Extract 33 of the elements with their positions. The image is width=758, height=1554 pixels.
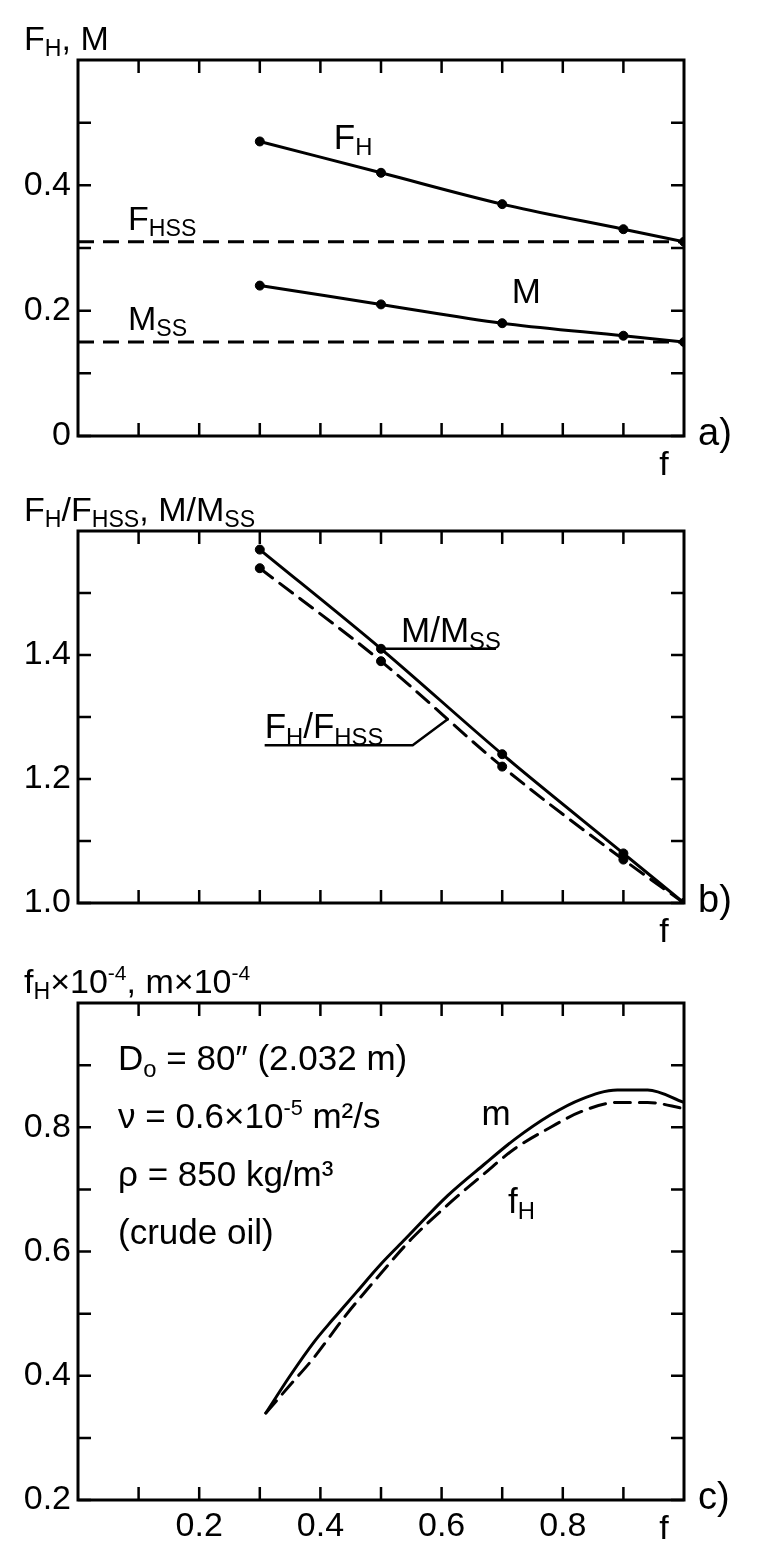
annotation: (crude oil) [118, 1212, 274, 1251]
series-label: m [481, 1092, 511, 1132]
text: b) [698, 878, 732, 920]
series-label: M [511, 270, 542, 310]
x-axis-title: f [659, 1508, 669, 1546]
y-tick-label: 0.2 [23, 1478, 71, 1517]
series-label: F$_{H}$ [333, 116, 373, 160]
annotation: ρ = 850 kg/m³ [118, 1154, 334, 1193]
y-tick-label: 1.4 [23, 633, 71, 672]
series-label: f$_{H}$ [508, 1180, 536, 1224]
x-axis-title: f [659, 444, 669, 482]
text: c) [698, 1475, 730, 1517]
y-axis-title: F$_{H}$, M [24, 19, 109, 62]
y-tick-label: 0.4 [23, 1354, 71, 1393]
x-axis-title: f [659, 911, 669, 949]
x-tick-label: 0.6 [417, 1504, 466, 1543]
y-tick-label: 0.2 [23, 289, 71, 328]
x-tick-label: 0.4 [296, 1504, 345, 1543]
y-tick-label: 1.2 [23, 757, 71, 796]
y-axis-title: f$_{H}$×10$^{-4}$, m×10$^{-4}$ [24, 961, 251, 1005]
x-tick-label: 0.2 [175, 1504, 223, 1543]
annotation: ν = 0.6×10$^{-5}$ m²/s [118, 1094, 381, 1135]
ref-line-label: F$_{HSS}$ [128, 198, 197, 242]
x-tick-label: 0.8 [539, 1504, 587, 1543]
y-axis-title: F$_{H}$/F$_{HSS}$, M/M$_{SS}$ [24, 490, 256, 533]
y-tick-label: 0.6 [23, 1229, 71, 1268]
text: a) [698, 411, 732, 453]
y-tick-label: 0.4 [23, 163, 71, 202]
y-tick-label: 0.8 [23, 1105, 71, 1144]
ref-line-label: M$_{SS}$ [128, 299, 188, 342]
y-tick-label: 0 [52, 414, 71, 453]
annotation: D$_{o}$ = 80″ (2.032 m) [118, 1038, 408, 1082]
y-tick-label: 1.0 [23, 881, 71, 920]
